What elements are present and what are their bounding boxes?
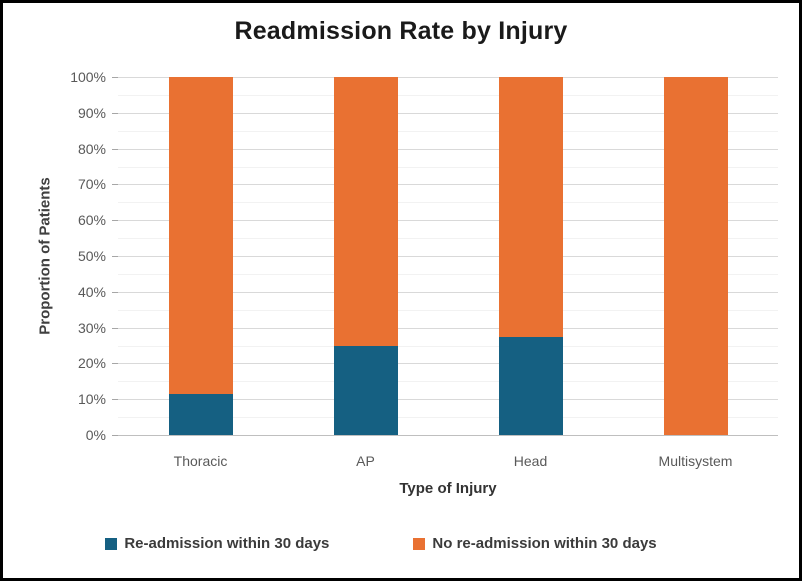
minor-gridline: [118, 309, 778, 311]
legend-label-readmission: Re-admission within 30 days: [124, 535, 330, 552]
legend-item-no-readmission: No re-admission within 30 days: [413, 535, 657, 552]
x-category-label: Multisystem: [658, 453, 733, 469]
bar-segment-no-readmission: [168, 77, 233, 394]
y-tick-label: 40%: [77, 283, 106, 300]
legend-label-no-readmission: No re-admission within 30 days: [432, 535, 657, 552]
major-gridline: [118, 148, 778, 150]
readmission-swatch-icon: [105, 537, 118, 550]
y-tickmark: [112, 435, 118, 436]
major-gridline: [118, 77, 778, 78]
y-tickmark: [112, 148, 118, 150]
y-tickmark: [112, 291, 118, 293]
major-gridline: [118, 399, 778, 401]
major-gridline: [118, 256, 778, 257]
major-gridline: [118, 363, 778, 365]
x-axis-title: Type of Injury: [399, 480, 497, 497]
bar-segment-readmission: [498, 336, 563, 435]
minor-gridline: [118, 345, 778, 347]
y-tick-label: 0%: [85, 427, 106, 443]
bar-segment-readmission: [168, 393, 233, 435]
bar-segment-no-readmission: [498, 77, 563, 337]
minor-gridline: [118, 417, 778, 419]
y-tickmark: [112, 256, 118, 257]
y-tick-label: 100%: [70, 69, 106, 85]
legend-item-readmission: Re-admission within 30 days: [105, 535, 329, 552]
major-gridline: [118, 112, 778, 114]
y-tick-label: 80%: [77, 140, 106, 157]
major-gridline: [118, 291, 778, 293]
major-gridline: [118, 220, 778, 222]
major-gridline: [118, 327, 778, 329]
legend: Re-admission within 30 days No re-admiss…: [0, 535, 779, 552]
y-tick-label: 10%: [77, 391, 106, 408]
y-tick-label: 50%: [77, 248, 106, 264]
x-axis-line: [118, 435, 778, 436]
y-tickmark: [112, 363, 118, 365]
y-tickmark: [112, 112, 118, 114]
x-category-label: AP: [356, 453, 375, 469]
minor-gridline: [118, 273, 778, 275]
minor-gridline: [118, 130, 778, 132]
x-category-label: Head: [513, 453, 548, 469]
minor-gridline: [118, 166, 778, 168]
y-tickmark: [112, 220, 118, 222]
y-tickmark: [112, 184, 118, 186]
y-tick-label: 60%: [77, 212, 106, 229]
y-axis-title: Proportion of Patients: [36, 177, 54, 335]
minor-gridline: [118, 238, 778, 240]
y-tick-label: 20%: [77, 355, 106, 372]
minor-gridline: [118, 94, 778, 96]
plot-area: 0% 10% 20% 30% 40% 50% 60% 70% 80% 90% 100% Thoraci…: [70, 69, 778, 469]
major-gridline: [118, 184, 778, 186]
y-tickmark: [112, 327, 118, 329]
x-category-label: Thoracic: [173, 453, 228, 469]
no-readmission-swatch-icon: [413, 537, 426, 550]
chart-title: Readmission Rate by Injury: [234, 17, 568, 45]
y-tick-label: 90%: [77, 104, 106, 121]
minor-gridline: [118, 202, 778, 204]
bar-segment-readmission: [333, 345, 398, 435]
y-tick-label: 70%: [77, 176, 106, 193]
y-tickmark: [112, 399, 118, 401]
bar-segment-no-readmission: [333, 77, 398, 346]
bar-segment-no-readmission: [663, 77, 728, 435]
minor-gridline: [118, 381, 778, 383]
y-tickmark: [112, 77, 118, 78]
y-tick-label: 30%: [77, 319, 106, 336]
